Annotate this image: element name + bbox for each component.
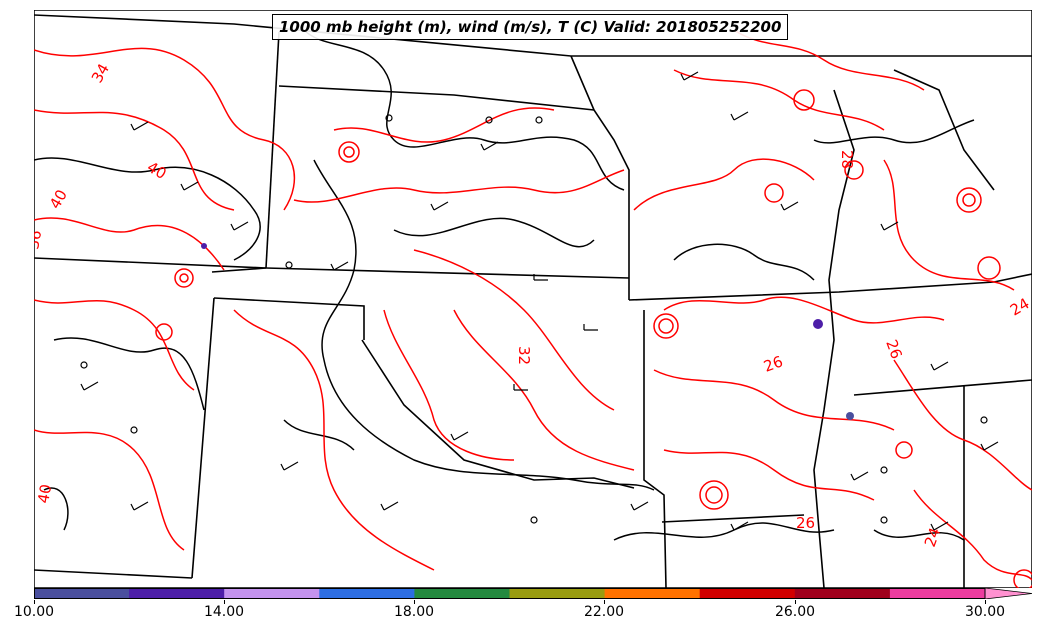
colorbar-tick	[985, 600, 986, 604]
colorbar-tick-label: 10.00	[13, 604, 55, 620]
contour-label: 24	[921, 525, 944, 549]
temperature-fill-patches	[201, 243, 854, 420]
colorbar-segment	[319, 588, 415, 599]
colorbar-extend-arrow	[984, 588, 1032, 599]
colorbar-segment	[604, 588, 701, 599]
colorbar-tick-label: 18.00	[393, 604, 435, 620]
colorbar-tick-label: 26.00	[774, 604, 816, 620]
map-canvas: 34 40 40 36 32 28 26 26 24 26 24 40	[34, 10, 1032, 588]
colorbar-outline	[34, 588, 986, 599]
colorbar-segment	[414, 588, 510, 599]
colorbar-segment	[129, 588, 225, 599]
colorbar-tick	[224, 600, 225, 604]
contour-label: 26	[882, 337, 905, 361]
colorbar-segment	[699, 588, 796, 599]
colorbar-segment	[889, 588, 986, 599]
colorbar-tick	[34, 600, 35, 604]
contour-label: 32	[515, 346, 533, 365]
calm-wind-circles	[80, 114, 988, 524]
colorbar-tick-label: 22.00	[583, 604, 625, 620]
height-contours	[34, 29, 975, 541]
colorbar-tick	[795, 600, 796, 604]
colorbar-segment	[224, 588, 320, 599]
colorbar-tick-label: 14.00	[203, 604, 245, 620]
wind-barbs	[80, 71, 999, 531]
state-borders	[34, 14, 1032, 588]
colorbar-segment	[794, 588, 891, 599]
colorbar-segment	[509, 588, 606, 599]
map-frame: 34 40 40 36 32 28 26 26 24 26 24 40 1000…	[34, 10, 1032, 588]
colorbar-tick-label: 30.00	[964, 604, 1006, 620]
temperature-contours	[34, 29, 1032, 581]
contour-label: 28	[838, 150, 856, 169]
contour-label: 36	[34, 229, 45, 251]
contour-label: 26	[796, 514, 815, 532]
contour-label: 26	[761, 352, 785, 375]
temperature-rings	[155, 89, 1032, 588]
colorbar-tick	[414, 600, 415, 604]
contour-label: 40	[34, 483, 55, 505]
map-border	[34, 10, 1032, 588]
map-title: 1000 mb height (m), wind (m/s), T (C) Va…	[272, 14, 789, 40]
colorbar-tick	[604, 600, 605, 604]
colorbar	[34, 588, 1032, 599]
colorbar-segment	[34, 588, 130, 599]
